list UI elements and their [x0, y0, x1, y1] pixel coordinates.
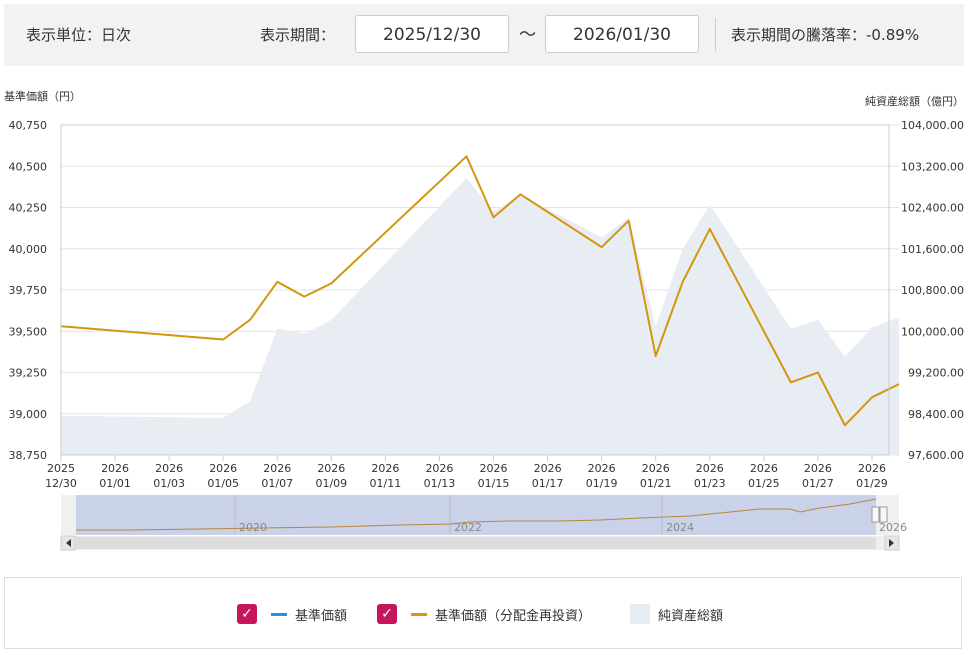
x-tick-date: 01/01 — [99, 477, 131, 490]
arrow-right-icon — [889, 539, 894, 547]
y-left-tick-label: 40,250 — [9, 202, 48, 215]
x-tick-year: 2026 — [101, 462, 129, 475]
x-axis-ticks: 2025 12/30 2026 01/01 2026 01/03 2026 01/05 2026… — [45, 455, 888, 490]
y-right-tick-label: 103,200.00 — [901, 160, 964, 173]
y-left-tick-label: 39,500 — [9, 325, 48, 338]
x-tick-year: 2026 — [480, 462, 508, 475]
period-tilde: ～ — [519, 25, 536, 45]
x-tick-date: 01/17 — [532, 477, 564, 490]
plot-frame — [60, 124, 890, 456]
y-left-tick-label: 38,750 — [9, 449, 48, 462]
x-tick-date: 01/21 — [640, 477, 672, 490]
y-left-tick-label: 39,000 — [9, 408, 48, 421]
arrow-left-icon — [66, 539, 71, 547]
y-right-tick-label: 97,600.00 — [908, 449, 964, 462]
navigator-selection[interactable] — [76, 495, 876, 535]
period-change: 表示期間の騰落率：-0.89% — [731, 4, 919, 66]
y-right-tick-label: 102,400.00 — [901, 202, 964, 215]
x-tick-date: 01/09 — [315, 477, 347, 490]
x-tick-date: 01/19 — [586, 477, 618, 490]
legend: ✓ 基準価額 ✓ 基準価額（分配金再投資） 純資産総額 — [4, 577, 962, 649]
nav-reinvested-line — [60, 155, 900, 427]
x-tick-date: 01/15 — [478, 477, 510, 490]
legend-line-icon — [411, 612, 427, 616]
start-date-field[interactable]: 2025/12/30 — [355, 15, 509, 53]
x-tick-year: 2026 — [534, 462, 562, 475]
x-tick-year: 2026 — [750, 462, 778, 475]
y-right-tick-label: 100,000.00 — [901, 325, 964, 338]
y-right-tick-label: 99,200.00 — [908, 367, 964, 380]
y-left-tick-label: 39,250 — [9, 367, 48, 380]
navigator-label: 2024 — [666, 521, 694, 534]
legend-area-icon — [630, 604, 650, 624]
x-tick-year: 2026 — [696, 462, 724, 475]
display-controls: 表示単位：日次 表示期間： 2025/12/30 ～ 2026/01/30 表示… — [4, 4, 964, 66]
display-period-label: 表示期間： — [260, 26, 336, 44]
x-tick-year: 2026 — [588, 462, 616, 475]
legend-item-nav[interactable]: ✓ 基準価額 — [237, 602, 347, 626]
period-change-value: -0.89% — [866, 26, 920, 44]
x-tick-date: 01/05 — [207, 477, 239, 490]
x-tick-date: 01/11 — [370, 477, 402, 490]
navigator-label: 2026 — [879, 521, 907, 534]
left-axis-ticks: 38,750 39,000 39,250 39,500 39,750 40,000 40,2… — [9, 119, 48, 462]
navigator-scroll-thumb[interactable] — [76, 537, 876, 549]
x-tick-year: 2026 — [317, 462, 345, 475]
controls-divider — [715, 18, 716, 52]
right-axis-title: 純資産総額（億円） — [865, 94, 964, 108]
range-navigator[interactable]: 2020 2022 2024 2026 — [60, 495, 907, 551]
legend-label: 基準価額 — [295, 608, 348, 624]
x-tick-year: 2026 — [642, 462, 670, 475]
y-left-tick-label: 39,750 — [9, 284, 48, 297]
legend-item-net-assets[interactable]: 純資産総額 — [630, 602, 723, 626]
y-right-tick-label: 101,600.00 — [901, 243, 964, 256]
x-tick-year: 2026 — [858, 462, 886, 475]
right-axis-ticks: 97,600.00 98,400.00 99,200.00 100,000.00 100… — [901, 119, 964, 462]
navigator-label: 2020 — [239, 521, 267, 534]
net-assets-area — [61, 178, 899, 455]
x-tick-year: 2026 — [804, 462, 832, 475]
x-tick-year: 2026 — [371, 462, 399, 475]
display-unit-label: 表示単位：日次 — [26, 26, 132, 44]
x-tick-year: 2026 — [263, 462, 291, 475]
y-right-tick-label: 98,400.00 — [908, 408, 964, 421]
x-tick-date: 01/29 — [856, 477, 888, 490]
y-right-tick-label: 100,800.00 — [901, 284, 964, 297]
legend-label: 純資産総額 — [658, 608, 724, 624]
x-tick-date: 01/13 — [424, 477, 456, 490]
legend-line-icon — [271, 612, 287, 616]
navigator-line — [76, 498, 877, 531]
x-tick-date: 01/07 — [261, 477, 293, 490]
checkbox-checked-icon[interactable]: ✓ — [377, 604, 397, 624]
x-tick-date: 01/27 — [802, 477, 834, 490]
x-tick-year: 2025 — [47, 462, 75, 475]
checkbox-checked-icon[interactable]: ✓ — [237, 604, 257, 624]
y-left-tick-label: 40,000 — [9, 243, 48, 256]
legend-item-nav-reinvested[interactable]: ✓ 基準価額（分配金再投資） — [377, 602, 591, 626]
x-tick-date: 01/23 — [694, 477, 726, 490]
x-tick-date: 12/30 — [45, 477, 77, 490]
navigator-label: 2022 — [454, 521, 482, 534]
net-assets-area-path — [61, 178, 899, 455]
x-tick-year: 2026 — [209, 462, 237, 475]
x-tick-year: 2026 — [425, 462, 453, 475]
navigator-right-handle[interactable] — [879, 506, 888, 523]
y-right-tick-label: 104,000.00 — [901, 119, 964, 132]
period-change-label: 表示期間の騰落率： — [731, 26, 867, 44]
y-left-tick-label: 40,500 — [9, 160, 48, 173]
y-left-tick-label: 40,750 — [9, 119, 48, 132]
end-date-field[interactable]: 2026/01/30 — [545, 15, 699, 53]
left-axis-title: 基準価額（円） — [4, 89, 81, 103]
x-tick-date: 01/25 — [748, 477, 780, 490]
navigator-right-handle[interactable] — [871, 506, 880, 523]
x-tick-year: 2026 — [155, 462, 183, 475]
x-tick-date: 01/03 — [153, 477, 185, 490]
nav-reinvested-path — [60, 155, 900, 427]
legend-label: 基準価額（分配金再投資） — [435, 608, 592, 624]
price-chart: 基準価額（円） 純資産総額（億円） 38,750 39,000 39,250 39,5… — [4, 89, 964, 551]
